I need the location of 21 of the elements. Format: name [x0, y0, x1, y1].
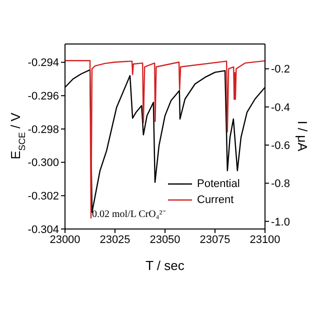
- y2-tick-label: -0.4: [271, 102, 290, 114]
- y-tick-label: -0.298: [28, 124, 59, 136]
- y2-tick-label: -1.0: [271, 216, 290, 228]
- legend-label: Current: [197, 194, 234, 206]
- x-tick-label: 23075: [200, 234, 230, 246]
- y-tick-label: -0.296: [28, 90, 59, 103]
- y2-tick-label: -0.8: [271, 178, 290, 190]
- y2-tick-label: -0.6: [271, 140, 290, 152]
- y-tick-label: -0.294: [28, 57, 59, 70]
- x-tick-label: 23000: [50, 234, 80, 246]
- y2-tick-label: -0.2: [271, 64, 290, 76]
- x-tick-label: 23025: [100, 234, 130, 246]
- y-tick-label: -0.300: [28, 157, 59, 170]
- x-tick-label: 23100: [250, 234, 280, 246]
- x-tick-label: 23050: [150, 234, 180, 246]
- annotation: 0.02 mol/L CrO₄²⁻: [92, 208, 166, 220]
- y2-axis-title: I / μA: [295, 120, 310, 152]
- y-tick-label: -0.302: [28, 190, 59, 203]
- y-tick-label: -0.304: [28, 224, 59, 236]
- x-axis-title: T / sec: [146, 258, 185, 273]
- legend-label: Potential: [197, 178, 240, 190]
